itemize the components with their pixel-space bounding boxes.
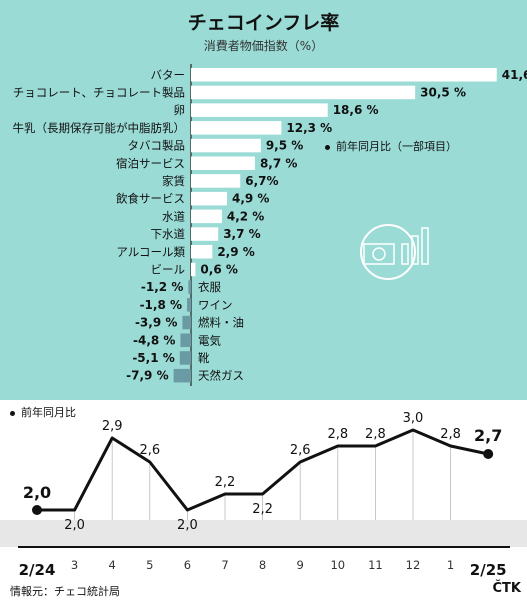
- line-legend: 前年同月比: [10, 404, 76, 420]
- bar-category-label: 電気: [198, 333, 221, 347]
- legend-dot-icon: [325, 144, 330, 150]
- bar: [191, 209, 222, 224]
- bar-value-label: 30,5 %: [420, 85, 466, 99]
- bar-value-label: -3,9 %: [135, 316, 177, 330]
- legend-dot-icon: [10, 410, 15, 416]
- bar-value-label: -5,1 %: [132, 351, 174, 365]
- bar-category-label: 下水道: [151, 227, 186, 241]
- chart-title: チェコインフレ率: [187, 12, 340, 34]
- bar-value-label: 12,3 %: [286, 121, 332, 135]
- bar: [191, 85, 416, 100]
- bar-value-label: 4,9 %: [232, 192, 269, 206]
- x-tick-label: 1: [447, 558, 454, 572]
- bar-value-label: 3,7 %: [223, 227, 260, 241]
- bar-value-label: 9,5 %: [266, 139, 303, 153]
- bar: [179, 351, 191, 365]
- bar: [182, 315, 191, 330]
- bar-category-label: 牛乳（長期保存可能が中脂肪乳）: [13, 121, 186, 135]
- bar-category-label: バター: [151, 68, 186, 82]
- bar-category-label: 家賃: [162, 174, 185, 188]
- bar-category-label: ビール: [151, 262, 186, 276]
- bar: [188, 280, 191, 294]
- bar-category-label: 卵: [174, 103, 186, 117]
- bar-value-label: -7,9 %: [126, 369, 168, 383]
- bar-category-label: チョコレート、チョコレート製品: [13, 85, 185, 99]
- series-line: [37, 428, 489, 512]
- bar: [180, 333, 191, 347]
- x-tick-label: 2/24: [19, 561, 56, 579]
- line-value-label: 2,8: [327, 427, 348, 442]
- bar: [191, 103, 328, 117]
- baseline-band: [0, 520, 527, 547]
- x-tick-label: 6: [184, 558, 191, 572]
- x-tick-label: 12: [406, 558, 421, 572]
- bar-value-label: 4,2 %: [227, 209, 264, 223]
- x-tick-label: 8: [259, 558, 266, 572]
- bar: [191, 191, 228, 206]
- bar-value-label: 2,9 %: [217, 245, 254, 259]
- line-value-label: 2,2: [215, 475, 236, 490]
- bar-category-label: 水道: [162, 209, 185, 223]
- bar-value-label: -1,8 %: [140, 298, 182, 312]
- line-legend-label: 前年同月比: [21, 406, 76, 419]
- bar-category-label: ワイン: [198, 298, 233, 312]
- bar-category-label: 飲食サービス: [116, 192, 185, 206]
- bar: [191, 245, 213, 259]
- bar-chart: バター 41,6 % チョコレート、チョコレート製品 30,5 % 卵 18,6 % 牛乳（…: [13, 64, 527, 386]
- line-value-label: 3,0: [403, 411, 424, 426]
- line-value-label: 2,8: [440, 427, 461, 442]
- bar-value-label: 0,6 %: [200, 262, 237, 276]
- bar: [191, 262, 196, 277]
- bar-category-label: 宿泊サービス: [116, 156, 185, 170]
- bar-value-label: 18,6 %: [333, 103, 379, 117]
- x-tick-label: 9: [297, 558, 304, 572]
- bar-legend: 前年同月比（一部項目）: [325, 138, 457, 154]
- line-value-label: 2,6: [290, 443, 311, 458]
- source-note: 情報元：チェコ統計局: [10, 585, 120, 598]
- bar-value-label: 41,6 %: [502, 68, 527, 82]
- x-tick-label: 3: [71, 558, 78, 572]
- bar-category-label: 燃料・油: [198, 316, 244, 330]
- line-value-label: 2,6: [139, 443, 160, 458]
- bar-category-label: 靴: [198, 351, 210, 365]
- bar: [191, 227, 219, 241]
- brand-logo: ČTK: [492, 581, 521, 596]
- chart-subtitle: 消費者物価指数（%）: [203, 39, 324, 53]
- line-chart: 2,0 2,0 2,9 2,6 2,0 2,2 2,2 2,6 2,8 2,8 3,0 2,8 2,7 2…: [0, 411, 527, 579]
- line-value-label: 2,9: [102, 419, 123, 434]
- bar: [191, 138, 261, 153]
- bar-category-label: タバコ製品: [128, 139, 186, 153]
- line-value-label: 2,0: [64, 518, 85, 533]
- chart-money-icon: [360, 224, 429, 280]
- bar-legend-label: 前年同月比（一部項目）: [336, 140, 457, 153]
- bar-value-label: -1,2 %: [141, 280, 183, 294]
- line-value-label: 2,8: [365, 427, 386, 442]
- bar: [191, 68, 497, 82]
- endpoint-marker: [483, 449, 494, 459]
- line-value-label: 2,0: [177, 518, 198, 533]
- bar-category-label: 衣服: [198, 280, 221, 294]
- bar: [191, 156, 255, 170]
- bar-value-label: 8,7 %: [260, 156, 297, 170]
- x-tick-label: 11: [368, 558, 383, 572]
- bar: [191, 121, 282, 135]
- line-value-label: 2,2: [252, 502, 273, 517]
- bar-category-label: アルコール類: [116, 245, 185, 259]
- bar: [191, 174, 241, 188]
- x-tick-label: 4: [109, 558, 116, 572]
- bar-value-label: 6,7%: [245, 174, 278, 188]
- x-tick-label: 7: [221, 558, 228, 572]
- bar-category-label: 天然ガス: [198, 369, 244, 383]
- endpoint-marker: [32, 505, 42, 515]
- line-value-label: 2,7: [474, 426, 502, 445]
- x-tick-label: 2/25: [470, 561, 507, 579]
- bar: [173, 368, 191, 383]
- bar-value-label: -4,8 %: [133, 333, 175, 347]
- x-tick-label: 10: [330, 558, 345, 572]
- bar: [187, 298, 191, 312]
- chart-background: [0, 0, 527, 400]
- x-tick-label: 5: [146, 558, 153, 572]
- line-value-label: 2,0: [23, 483, 51, 502]
